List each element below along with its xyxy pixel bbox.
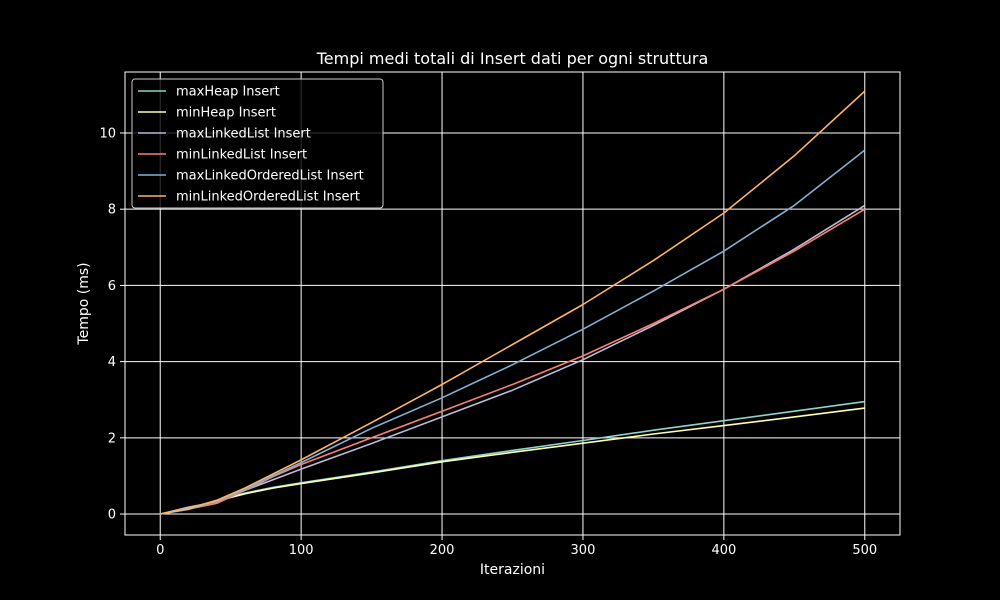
y-tick-label: 2	[108, 431, 116, 446]
x-tick-label: 300	[571, 543, 596, 558]
legend-box	[131, 78, 384, 209]
legend-label: maxLinkedList Insert	[176, 127, 311, 142]
y-tick-label: 8	[108, 203, 116, 218]
legend-label: maxLinkedOrderedList Insert	[176, 169, 364, 184]
x-tick-label: 0	[156, 543, 164, 558]
x-axis-label: Iterazioni	[480, 562, 545, 578]
y-tick-label: 6	[108, 279, 116, 294]
series-line-4	[160, 149, 866, 515]
x-tick-label: 400	[711, 543, 736, 558]
legend-label: minLinkedOrderedList Insert	[176, 190, 360, 205]
x-tick-label: 500	[852, 543, 877, 558]
series-line-0	[160, 400, 865, 515]
y-axis: 0 2 4 6 8 10	[99, 126, 125, 523]
x-axis: 0 100 200 300 400 500	[156, 535, 877, 558]
y-tick-label: 0	[108, 508, 116, 523]
legend: maxHeap Insert minHeap Insert maxLinkedLis…	[131, 78, 384, 209]
x-tick-label: 200	[430, 543, 455, 558]
series-line-3	[160, 208, 866, 515]
plot-frame	[124, 71, 901, 536]
y-axis-label: Tempo (ms)	[76, 262, 92, 345]
legend-label: maxHeap Insert	[176, 85, 280, 100]
series-line-1	[160, 407, 865, 515]
y-tick-label: 4	[108, 355, 116, 370]
series-line-5	[160, 90, 866, 515]
y-tick-label: 10	[99, 126, 116, 141]
series-line-2	[160, 204, 866, 515]
legend-label: minLinkedList Insert	[176, 148, 307, 163]
x-tick-label: 100	[289, 543, 314, 558]
chart-title: Tempi medi totali di Insert dati per ogn…	[316, 49, 709, 68]
legend-label: minHeap Insert	[176, 106, 276, 121]
series-lines	[160, 90, 866, 515]
